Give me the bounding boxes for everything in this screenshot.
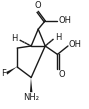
Text: H: H xyxy=(11,34,17,43)
Text: OH: OH xyxy=(58,16,71,25)
Text: H: H xyxy=(55,33,61,42)
Polygon shape xyxy=(6,67,17,75)
Text: O: O xyxy=(34,1,41,10)
Text: NH₂: NH₂ xyxy=(23,93,39,102)
Text: OH: OH xyxy=(69,40,82,49)
Text: F: F xyxy=(1,69,6,78)
Text: O: O xyxy=(58,70,65,79)
Polygon shape xyxy=(30,77,32,92)
